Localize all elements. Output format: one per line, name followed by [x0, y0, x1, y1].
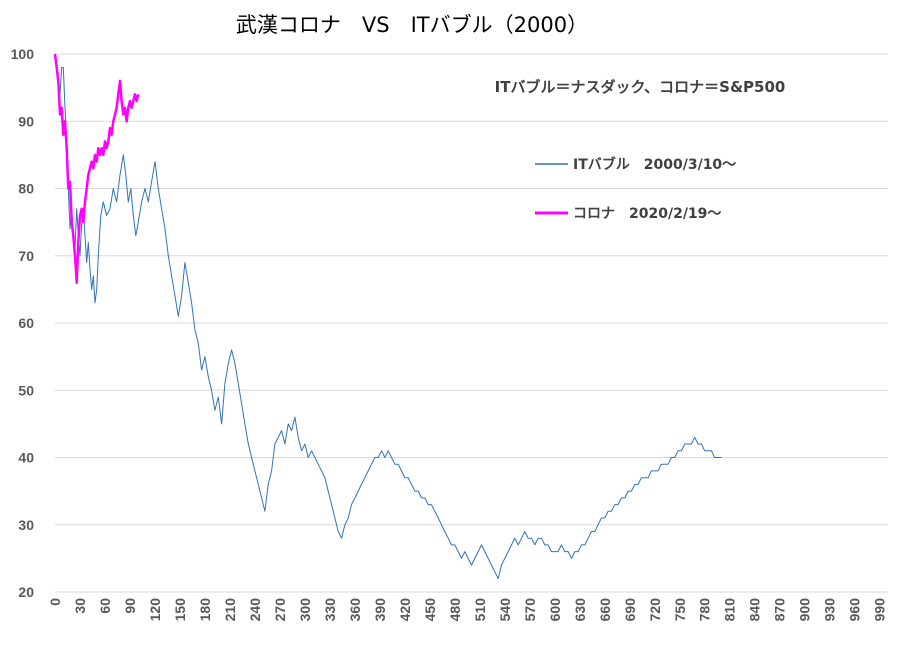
series-line-corona — [53, 53, 140, 284]
gridlines — [55, 53, 888, 593]
x-tick-label: 300 — [297, 598, 313, 622]
legend-label-it-bubble: ITバブル 2000/3/10～ — [573, 156, 736, 173]
y-axis: 20 30 40 50 60 70 80 90 100 — [11, 46, 35, 600]
y-tick-label: 30 — [18, 517, 34, 533]
x-tick-label: 180 — [197, 598, 213, 622]
y-tick-label: 20 — [18, 584, 34, 600]
y-tick-label: 60 — [18, 315, 34, 331]
x-tick-label: 840 — [747, 598, 763, 622]
x-tick-label: 630 — [572, 598, 588, 622]
x-tick-label: 540 — [497, 598, 513, 622]
x-tick-label: 720 — [647, 598, 663, 622]
x-tick-label: 870 — [772, 598, 788, 622]
y-tick-label: 90 — [18, 113, 34, 129]
x-tick-label: 930 — [822, 598, 838, 622]
x-tick-label: 900 — [797, 598, 813, 622]
x-tick-label: 210 — [222, 598, 238, 622]
legend-label-corona: コロナ 2020/2/19～ — [573, 206, 721, 222]
x-tick-label: 390 — [372, 598, 388, 622]
x-tick-label: 330 — [322, 598, 338, 622]
y-tick-label: 100 — [11, 46, 35, 62]
x-tick-label: 780 — [697, 598, 713, 622]
x-tick-label: 420 — [397, 598, 413, 622]
x-tick-label: 60 — [97, 598, 113, 614]
x-tick-label: 690 — [622, 598, 638, 622]
x-tick-label: 750 — [672, 598, 688, 622]
x-tick-label: 240 — [247, 598, 263, 622]
y-tick-label: 70 — [18, 248, 34, 264]
x-tick-label: 660 — [597, 598, 613, 622]
x-tick-label: 30 — [72, 598, 88, 614]
x-tick-label: 150 — [172, 598, 188, 622]
x-tick-label: 570 — [522, 598, 538, 622]
chart-annotation: ITバブル＝ナスダック、コロナ＝S&P500 — [495, 78, 786, 96]
series-line-it-bubble — [54, 53, 722, 579]
x-tick-label: 270 — [272, 598, 288, 622]
series-lines — [53, 53, 722, 579]
x-tick-label: 960 — [847, 598, 863, 622]
y-tick-label: 40 — [18, 450, 34, 466]
y-tick-label: 80 — [18, 181, 34, 197]
x-tick-label: 510 — [472, 598, 488, 622]
x-tick-label: 120 — [147, 598, 163, 622]
x-tick-label: 360 — [347, 598, 363, 622]
legend: ITバブル 2000/3/10～ コロナ 2020/2/19～ — [535, 156, 736, 222]
chart-title: 武漢コロナ VS ITバブル（2000） — [236, 13, 588, 37]
x-tick-label: 0 — [47, 598, 63, 606]
x-tick-label: 990 — [872, 598, 888, 622]
x-tick-label: 600 — [547, 598, 563, 622]
x-tick-label: 450 — [422, 598, 438, 622]
x-tick-label: 90 — [122, 598, 138, 614]
x-tick-label: 810 — [722, 598, 738, 622]
x-axis: 0 30 60 90 120 150 180 210 240 270 300 330 360 390 420… — [47, 598, 888, 622]
x-tick-label: 480 — [447, 598, 463, 622]
y-tick-label: 50 — [18, 382, 34, 398]
